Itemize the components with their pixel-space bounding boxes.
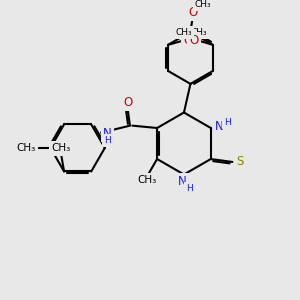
- Text: N: N: [215, 120, 224, 133]
- Text: S: S: [237, 155, 244, 169]
- Text: CH₃: CH₃: [190, 28, 207, 37]
- Text: O: O: [123, 96, 132, 109]
- Text: O: O: [183, 34, 192, 47]
- Text: CH₃: CH₃: [17, 143, 36, 153]
- Text: O: O: [189, 34, 199, 47]
- Text: O: O: [188, 6, 197, 19]
- Text: CH₃: CH₃: [51, 143, 70, 153]
- Text: N: N: [178, 176, 187, 188]
- Text: H: H: [224, 118, 230, 127]
- Text: H: H: [186, 184, 193, 193]
- Text: N: N: [103, 127, 112, 140]
- Text: H: H: [104, 136, 111, 145]
- Text: CH₃: CH₃: [195, 0, 212, 9]
- Text: CH₃: CH₃: [175, 28, 192, 37]
- Text: CH₃: CH₃: [137, 175, 156, 185]
